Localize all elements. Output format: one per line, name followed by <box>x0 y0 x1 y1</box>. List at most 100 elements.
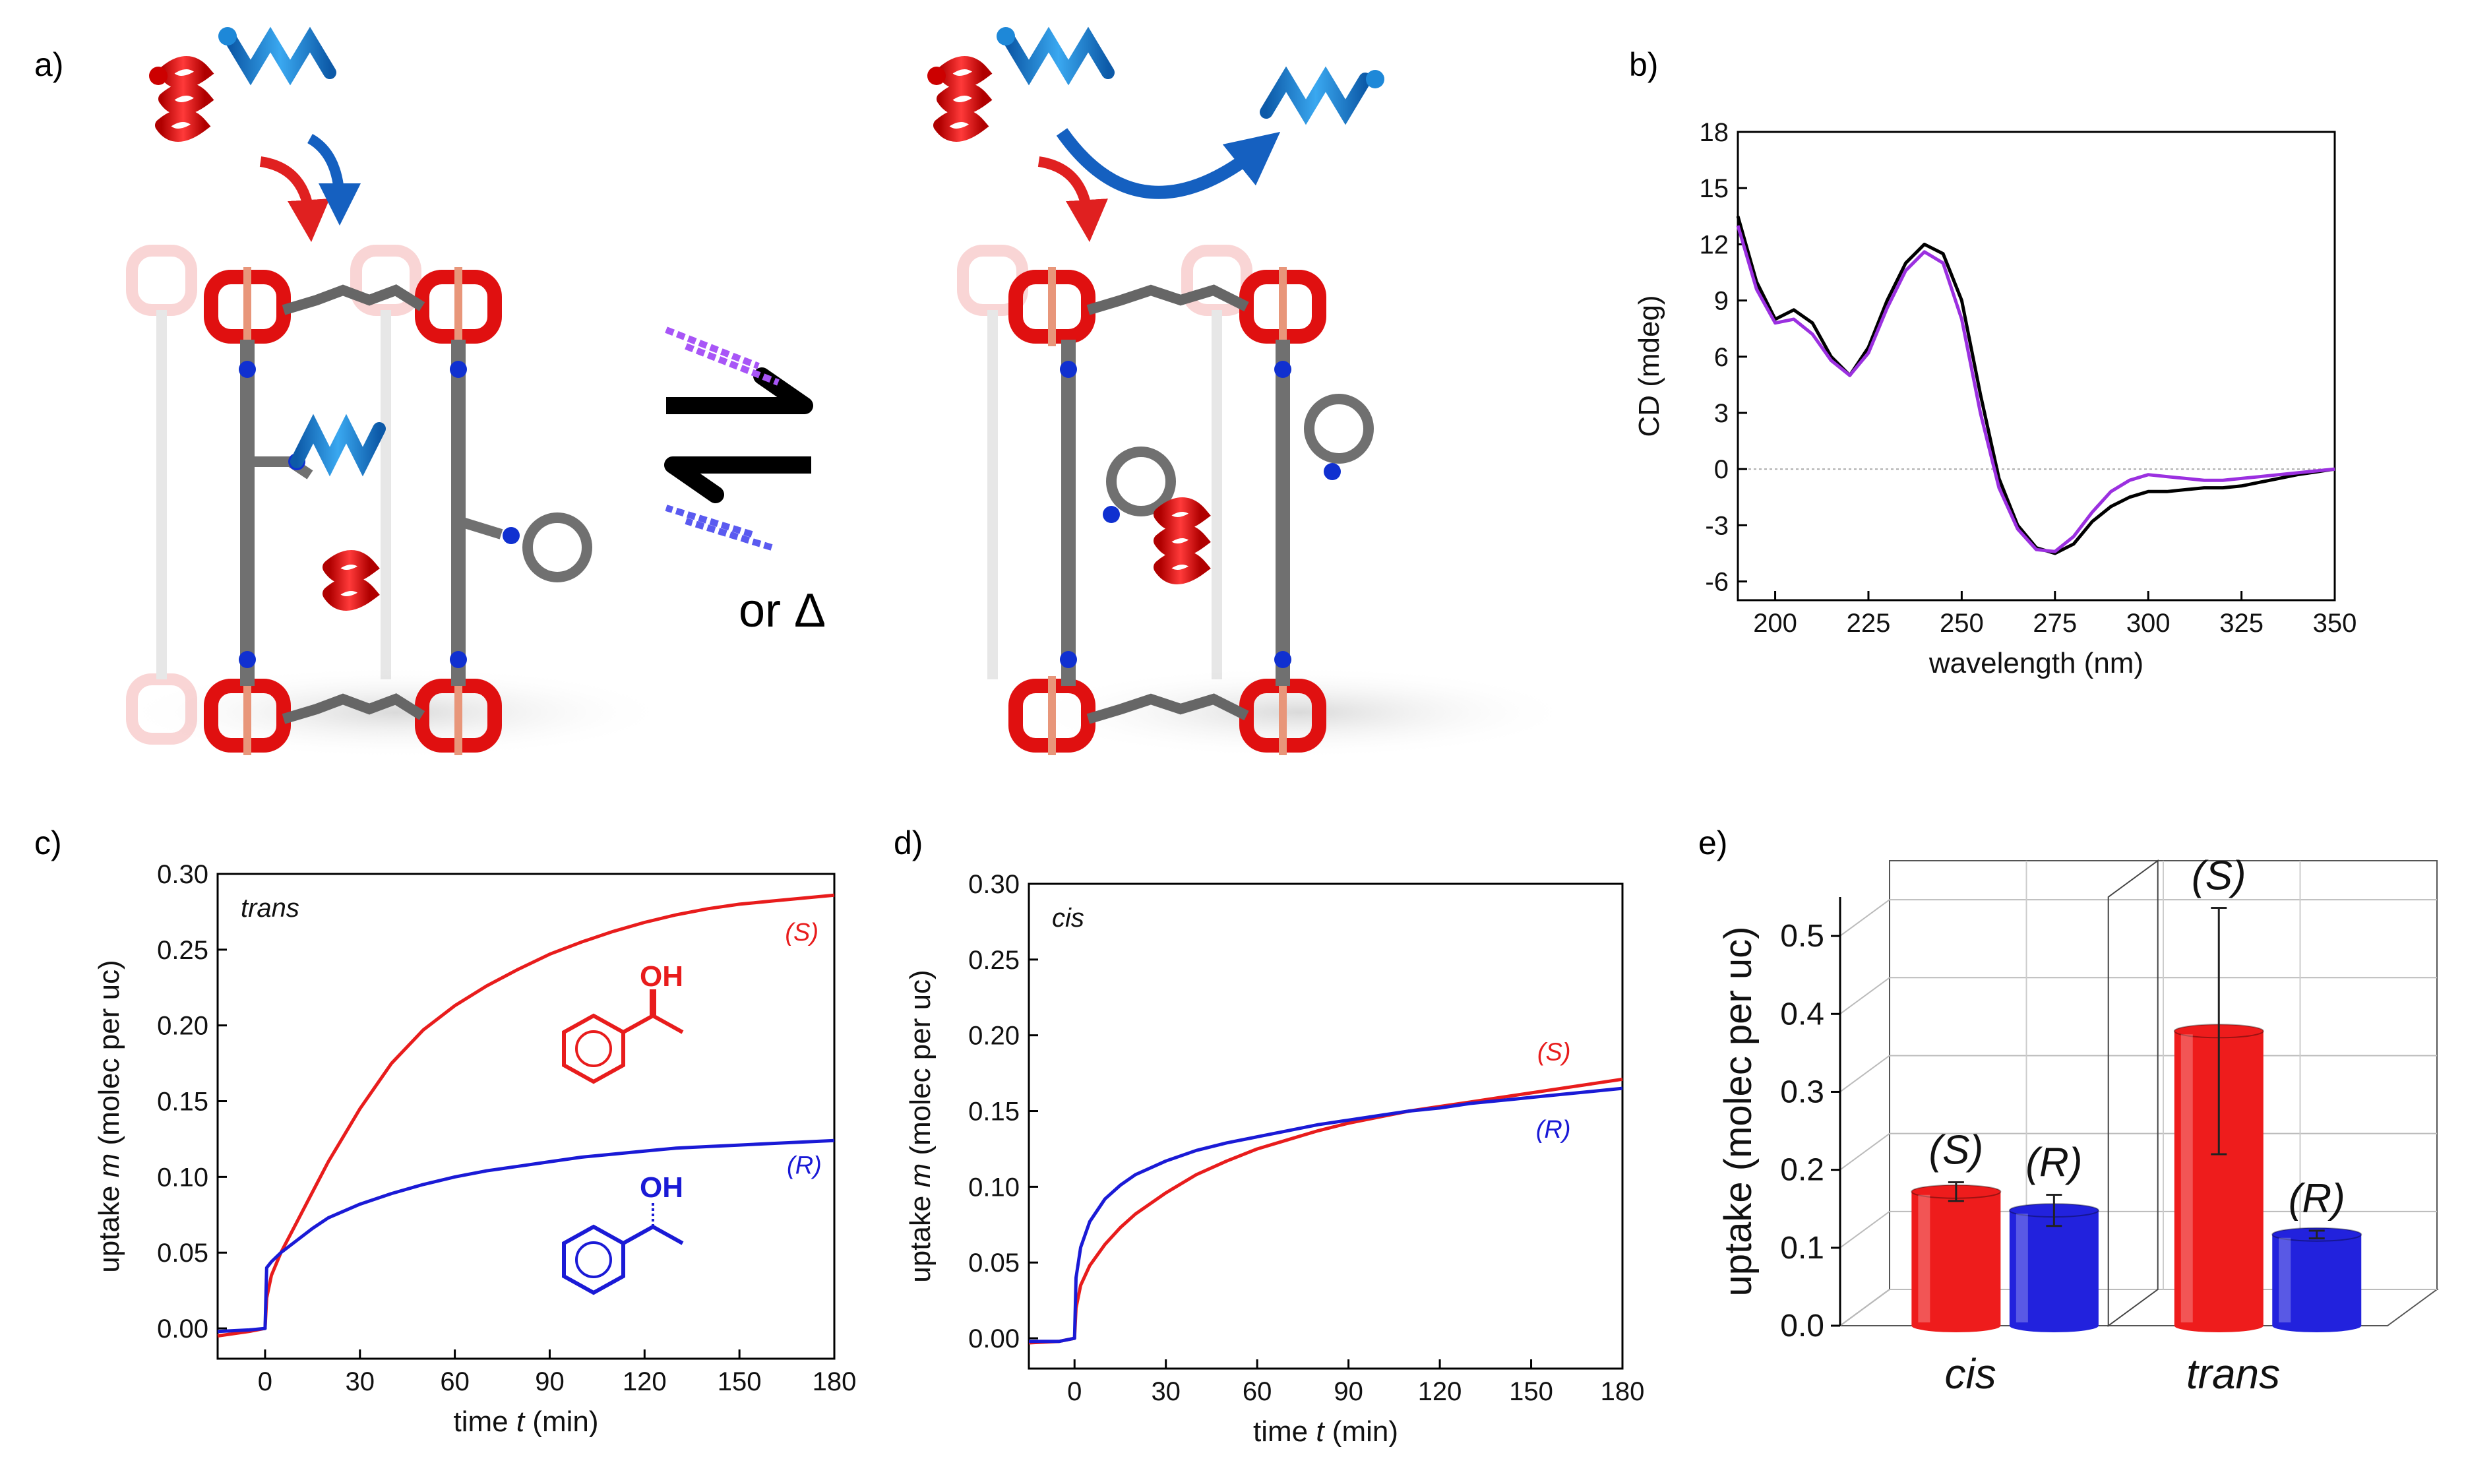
bar-body <box>2272 1234 2362 1326</box>
y-tick-label: 0.30 <box>968 870 1020 899</box>
framework-structure-cis <box>957 245 1576 758</box>
y-axis-title: uptake m (molec per uc) <box>93 960 125 1272</box>
y-tick-label: 0.0 <box>1780 1309 1824 1344</box>
x-tick-label: 30 <box>1151 1377 1181 1406</box>
bar-series-label: (R) <box>2025 1140 2082 1185</box>
y-tick-label: 0.25 <box>157 936 208 965</box>
bond <box>652 1225 684 1245</box>
y-tick-label: -6 <box>1705 568 1729 597</box>
y-tick-label: 0.05 <box>157 1239 208 1268</box>
axis-title-part: (min) <box>1324 1415 1398 1448</box>
bar-trans-r: (R) <box>2271 1176 2362 1332</box>
axis-title-part: time <box>1253 1415 1316 1448</box>
y-tick-label: 0.25 <box>968 946 1020 975</box>
arrow-blue-rejected <box>1056 128 1281 199</box>
framework-structure-trans <box>119 245 673 758</box>
series-label-r: (R) <box>787 1152 822 1179</box>
plot-frame <box>1028 882 1624 1370</box>
oh-label: OH <box>640 1171 683 1204</box>
bar-series-label: (S) <box>2192 853 2246 899</box>
x-axis-title: time t (min) <box>453 1406 598 1438</box>
axis-title-part: t <box>516 1406 526 1438</box>
axis-title-part: t <box>1316 1415 1325 1448</box>
category-label-cis: cis <box>1944 1350 1996 1398</box>
bar-highlight <box>2279 1237 2291 1322</box>
axis-title-part: (min) <box>524 1406 598 1438</box>
y-axis-title: uptake m (molec per uc) <box>904 970 937 1282</box>
panel-label-c: c) <box>34 824 62 861</box>
y-tick-label: 0.5 <box>1780 919 1824 954</box>
grid-side <box>1839 1289 1890 1326</box>
y-tick-label: 18 <box>1700 118 1729 147</box>
x-tick-label: 180 <box>1601 1377 1645 1406</box>
panel-label-d: d) <box>894 824 923 861</box>
bond <box>622 1014 654 1034</box>
grid-side <box>1839 899 1890 937</box>
x-axis-title: wavelength (nm) <box>1928 647 2143 679</box>
uptake-kinetics-cis-chart: 0 30 60 90 120 150 180 0.00 0.05 0.10 0.15 0.20 0.25… <box>904 870 1644 1448</box>
series-line-a <box>1028 1077 1623 1345</box>
helix-blue-rejected-right <box>1260 66 1384 125</box>
helix-red-incoming-left <box>149 56 214 142</box>
oh-label: OH <box>640 960 683 993</box>
y-tick-label: 0.05 <box>968 1249 1020 1278</box>
y-tick-label: 0.00 <box>968 1324 1020 1353</box>
axis-title-part: m <box>904 1163 937 1188</box>
y-tick-label: 0.3 <box>1780 1074 1824 1109</box>
helix-red-adsorbed-left <box>323 550 380 611</box>
helix-blue-incoming-left <box>218 26 336 86</box>
panel-label-a: a) <box>34 46 63 83</box>
y-tick-label: 6 <box>1714 343 1729 372</box>
axis-title-part: uptake <box>93 1177 125 1272</box>
molecule-s-phenylethanol: OH <box>562 960 684 1084</box>
x-tick-label: 0 <box>258 1367 272 1396</box>
switch-label: or Δ <box>739 584 826 637</box>
y-tick-label: 15 <box>1700 174 1729 203</box>
axis-title-part: (molec per uc) <box>93 960 125 1153</box>
y-tick-label: 0.20 <box>157 1012 208 1041</box>
bar-series-label: (S) <box>1929 1128 1984 1173</box>
axis-title-part: time <box>453 1406 516 1438</box>
x-tick-label: 180 <box>813 1367 857 1396</box>
helix-blue-adsorbed-left <box>290 414 386 477</box>
axis-title-part: uptake <box>904 1187 937 1282</box>
uptake-kinetics-trans-chart: 0 30 60 90 120 150 180 0.00 0.05 0.10 0.15 0.20 0.25… <box>93 860 856 1438</box>
y-axis-title: CD (mdeg) <box>1633 295 1665 437</box>
x-tick-label: 30 <box>346 1367 375 1396</box>
bar-base <box>2009 1319 2099 1332</box>
light-arrows-blue <box>665 505 773 551</box>
aromatic-circle <box>575 1030 612 1067</box>
helix-red-incoming-right <box>927 56 993 142</box>
y-tick-label: 0.15 <box>157 1088 208 1117</box>
x-tick-label: 120 <box>623 1367 667 1396</box>
panel-label-e: e) <box>1698 824 1727 861</box>
bar-body <box>2009 1210 2099 1326</box>
plot-frame <box>216 873 836 1360</box>
series-line-b <box>1736 225 2335 553</box>
bar-cis-r: (R) <box>2008 1140 2099 1332</box>
y-axis-title: uptake (molec per uc) <box>1717 927 1760 1297</box>
axis-title-part: (molec per uc) <box>904 970 937 1163</box>
x-tick-label: 90 <box>535 1367 565 1396</box>
switch-arrows <box>664 367 813 503</box>
bar-base <box>2272 1319 2362 1332</box>
category-label-trans: trans <box>2186 1350 2280 1398</box>
aromatic-circle <box>575 1241 612 1278</box>
y-tick-label: 9 <box>1714 287 1729 316</box>
bar-series-label: (R) <box>2289 1176 2345 1221</box>
helix-red-adsorbed-right <box>1154 497 1211 584</box>
light-arrows-violet <box>665 326 780 386</box>
x-tick-label: 90 <box>1334 1377 1363 1406</box>
bar-base <box>2174 1319 2264 1332</box>
bond <box>652 1014 684 1034</box>
y-tick-label: 0.2 <box>1780 1153 1824 1188</box>
x-axis-title: time t (min) <box>1253 1415 1398 1448</box>
annotation-trans: trans <box>241 894 299 923</box>
grid-side <box>1839 1211 1890 1249</box>
y-tick-label: 12 <box>1700 230 1729 259</box>
axis-title-part: m <box>93 1154 125 1178</box>
y-tick-label: 0.10 <box>157 1163 208 1192</box>
category-divider <box>2107 859 2159 1327</box>
series-label-s: (S) <box>1537 1039 1571 1067</box>
